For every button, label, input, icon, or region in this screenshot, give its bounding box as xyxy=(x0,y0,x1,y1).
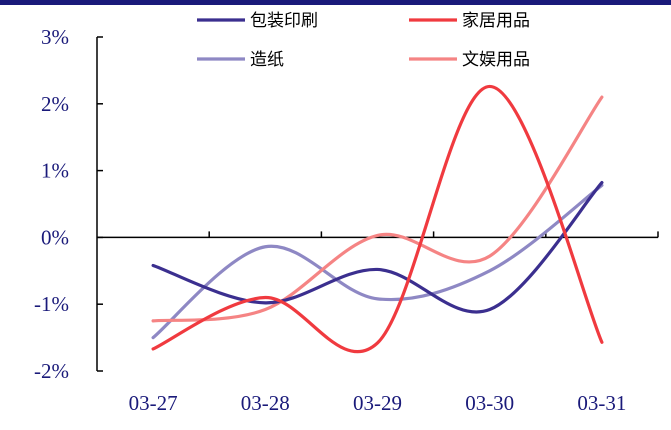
top-border xyxy=(0,0,671,5)
y-tick-label: 3% xyxy=(41,25,69,49)
x-tick-label: 03-27 xyxy=(129,391,178,415)
y-tick-label: 2% xyxy=(41,92,69,116)
series-lines xyxy=(151,84,604,354)
x-tick-label: 03-29 xyxy=(353,391,402,415)
y-tick-label: -2% xyxy=(34,359,69,383)
x-tick-label: 03-30 xyxy=(465,391,514,415)
legend-label: 包装印刷 xyxy=(250,11,318,31)
y-tick-label: 1% xyxy=(41,159,69,183)
series-line xyxy=(151,95,604,323)
series-line xyxy=(151,84,604,354)
legend-label: 造纸 xyxy=(250,50,284,70)
x-tick-label: 03-28 xyxy=(241,391,290,415)
legend-label: 文娱用品 xyxy=(462,50,530,70)
y-tick-label: -1% xyxy=(34,292,69,316)
legend-label: 家居用品 xyxy=(462,11,530,31)
series-line xyxy=(151,183,604,340)
series-line xyxy=(151,181,604,314)
axes: 3% 2% 1% 0% -1% -2% 03-27 03-28 03-29 03-30 03-31 xyxy=(34,25,659,415)
y-tick-label: 0% xyxy=(41,225,69,249)
x-tick-label: 03-31 xyxy=(577,391,626,415)
